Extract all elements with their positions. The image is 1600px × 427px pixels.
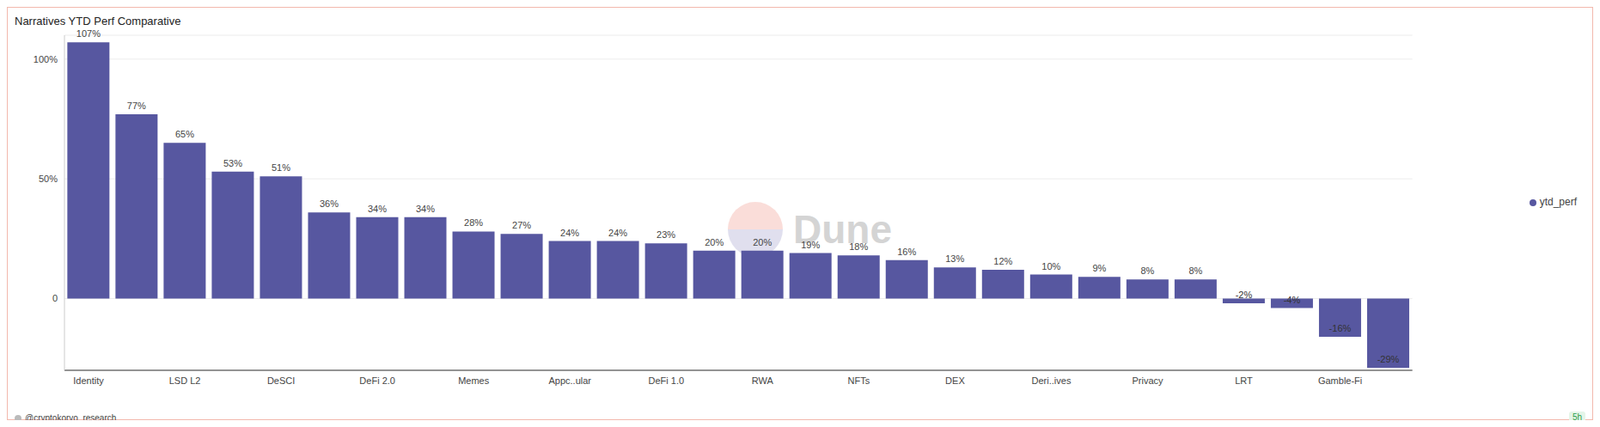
svg-text:LRT: LRT	[1234, 375, 1253, 386]
svg-text:0: 0	[52, 293, 58, 304]
svg-text:Deri..ives: Deri..ives	[1032, 375, 1072, 386]
svg-text:23%: 23%	[656, 229, 676, 240]
svg-text:DeFi 2.0: DeFi 2.0	[359, 375, 396, 386]
svg-text:RWA: RWA	[751, 375, 775, 386]
svg-text:34%: 34%	[415, 203, 435, 214]
svg-text:DEX: DEX	[945, 375, 965, 386]
svg-text:27%: 27%	[512, 219, 532, 231]
svg-text:9%: 9%	[1092, 262, 1106, 274]
svg-text:28%: 28%	[464, 217, 483, 228]
svg-text:20%: 20%	[752, 237, 772, 248]
svg-text:10%: 10%	[1041, 261, 1061, 272]
svg-text:107%: 107%	[76, 28, 101, 39]
svg-text:DeSCI: DeSCI	[267, 375, 295, 386]
svg-text:-29%: -29%	[1377, 354, 1400, 365]
svg-text:Memes: Memes	[458, 375, 490, 386]
svg-text:13%: 13%	[945, 253, 965, 264]
svg-text:Privacy: Privacy	[1131, 375, 1164, 386]
svg-text:8%: 8%	[1140, 265, 1155, 276]
svg-text:Identity: Identity	[73, 375, 104, 386]
svg-text:-2%: -2%	[1235, 289, 1253, 300]
svg-text:12%: 12%	[993, 256, 1013, 267]
svg-text:LSD L2: LSD L2	[169, 375, 202, 386]
svg-text:34%: 34%	[367, 203, 387, 214]
svg-text:36%: 36%	[319, 198, 339, 209]
svg-text:77%: 77%	[127, 100, 147, 111]
svg-text:8%: 8%	[1188, 265, 1203, 276]
svg-text:19%: 19%	[800, 239, 820, 251]
svg-text:Appc..ular: Appc..ular	[548, 375, 592, 386]
svg-text:-4%: -4%	[1283, 294, 1301, 306]
svg-text:24%: 24%	[608, 227, 628, 239]
svg-text:50%: 50%	[38, 173, 58, 184]
svg-text:51%: 51%	[271, 162, 291, 173]
svg-text:53%: 53%	[223, 158, 243, 169]
svg-text:20%: 20%	[704, 237, 724, 248]
svg-text:18%: 18%	[848, 241, 868, 252]
svg-text:100%: 100%	[33, 54, 58, 65]
svg-text:DeFi 1.0: DeFi 1.0	[647, 375, 684, 386]
svg-text:65%: 65%	[175, 128, 195, 140]
svg-text:Gamble-Fi: Gamble-Fi	[1318, 375, 1362, 386]
svg-text:NFTs: NFTs	[848, 375, 871, 386]
svg-text:16%: 16%	[897, 246, 917, 257]
svg-text:24%: 24%	[560, 227, 580, 239]
svg-text:-16%: -16%	[1329, 323, 1352, 334]
